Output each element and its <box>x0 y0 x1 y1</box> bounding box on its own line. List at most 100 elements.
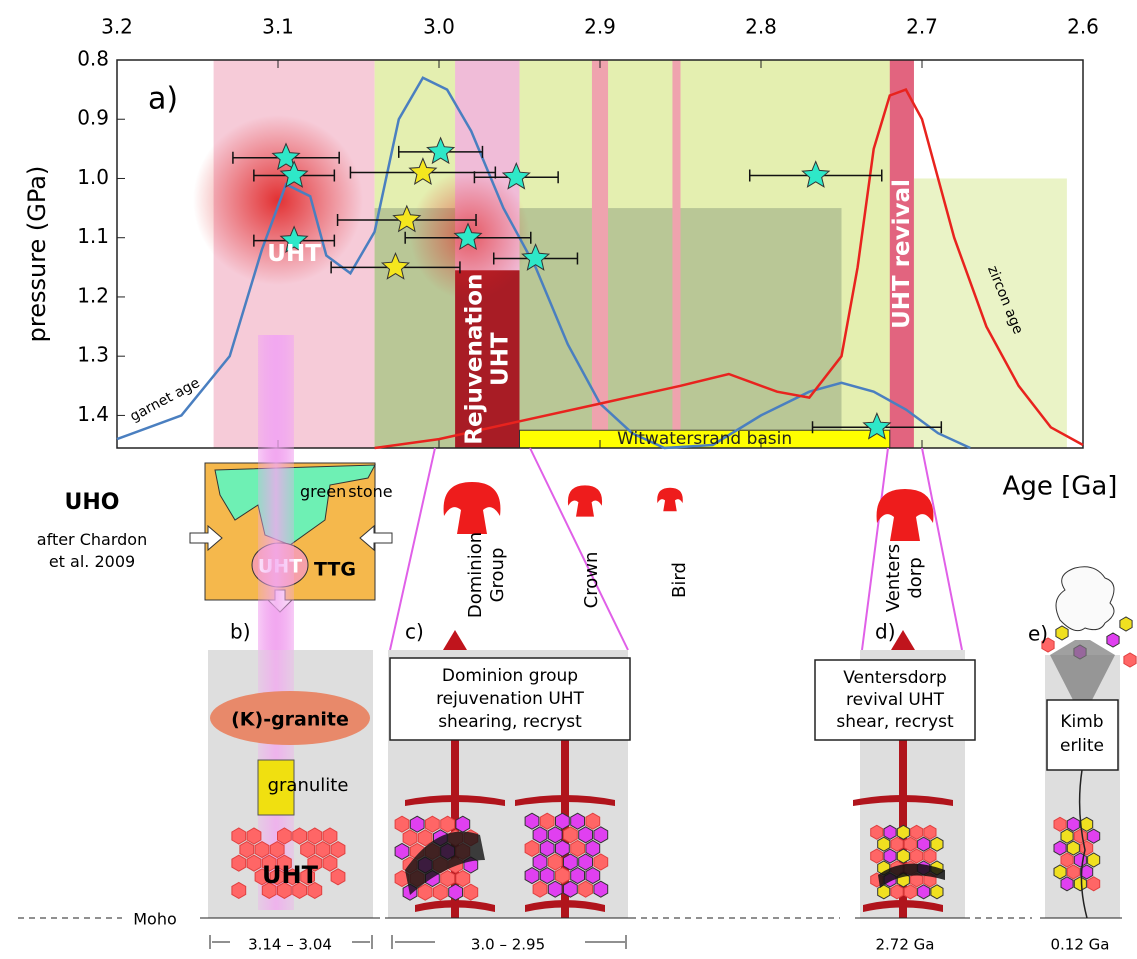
crystal <box>548 854 562 870</box>
crystal <box>1081 841 1093 855</box>
uht-label: UHT <box>262 861 319 889</box>
crystal <box>586 813 600 829</box>
band <box>672 60 680 448</box>
crystal <box>525 868 539 884</box>
crystal <box>931 837 943 851</box>
crystal <box>594 854 608 870</box>
x-tick-label: 2.7 <box>906 15 938 39</box>
plume-label: Dominion <box>465 532 486 618</box>
crystal <box>232 855 246 871</box>
uho-source: after Chardonet al. 2009 <box>37 530 147 571</box>
crystal <box>918 837 930 851</box>
crystal <box>403 830 417 846</box>
granulite-label: granulite <box>268 775 349 796</box>
crystal <box>441 816 455 832</box>
crystal <box>579 881 593 897</box>
crystal <box>1054 865 1066 879</box>
crystal <box>571 868 585 884</box>
crystal <box>586 868 600 884</box>
crystal <box>525 813 539 829</box>
crystal <box>301 842 315 858</box>
crystal <box>548 881 562 897</box>
band-label: UHT revival <box>888 179 914 329</box>
crystal <box>1054 817 1066 831</box>
crystal <box>232 882 246 898</box>
crystal <box>395 843 409 859</box>
y-tick-label: 1.4 <box>77 402 109 426</box>
crystal <box>556 840 570 856</box>
crystal <box>911 825 923 839</box>
crystal <box>1074 829 1086 843</box>
crystal <box>449 884 463 900</box>
plume-label: dorp <box>905 557 926 598</box>
box-text: rejuvenation UHT <box>436 689 584 709</box>
crystal <box>1061 853 1073 867</box>
crystal <box>891 885 903 899</box>
band-label: UHT <box>487 332 513 386</box>
y-axis-label: pressure (GPa) <box>23 166 51 343</box>
panel-label: c) <box>405 620 424 644</box>
band-label: UHT <box>267 241 321 267</box>
granite-label: (K)-granite <box>231 709 349 731</box>
panel-label: b) <box>230 620 251 644</box>
crystal <box>884 849 896 863</box>
crystal <box>331 842 345 858</box>
kimberlite-plume <box>1056 567 1114 631</box>
box-text: Dominion group <box>442 666 578 686</box>
crystal <box>410 816 424 832</box>
crystal <box>426 816 440 832</box>
crystal <box>247 828 261 844</box>
crystal <box>564 881 578 897</box>
crystal <box>395 816 409 832</box>
crystal <box>897 849 909 863</box>
crystal <box>1054 841 1066 855</box>
x-tick-label: 2.8 <box>745 15 777 39</box>
band-label: UHT <box>267 241 321 267</box>
crystal <box>540 840 554 856</box>
y-tick-label: 1.1 <box>77 224 109 248</box>
crystal <box>878 837 890 851</box>
crystal <box>1107 633 1119 647</box>
crystal <box>571 813 585 829</box>
band <box>914 178 1067 448</box>
age-label: 0.12 Ga <box>1051 936 1110 954</box>
crystal <box>931 885 943 899</box>
crystal <box>247 855 261 871</box>
crystal <box>240 842 254 858</box>
box-text: Ventersdorp <box>843 668 947 688</box>
crystal <box>323 855 337 871</box>
crystal <box>1067 865 1079 879</box>
y-tick-label: 0.9 <box>77 106 109 130</box>
crystal <box>1120 617 1132 631</box>
crystal <box>434 884 448 900</box>
plume-label: Bird <box>669 562 690 598</box>
uho-label: green <box>300 482 346 501</box>
crystal <box>308 828 322 844</box>
panel-label: a) <box>148 82 178 117</box>
box-text: Kimb <box>1060 712 1103 732</box>
uho-label: stone <box>348 482 392 501</box>
crystal <box>884 825 896 839</box>
plume-label: Crown <box>581 552 602 609</box>
crystal <box>540 813 554 829</box>
y-tick-label: 0.8 <box>77 47 109 71</box>
crystal <box>586 840 600 856</box>
band <box>592 60 608 448</box>
crystal <box>897 825 909 839</box>
uho-label: TTG <box>314 559 356 581</box>
crystal <box>594 881 608 897</box>
plume-label: DominionGroup <box>465 532 508 618</box>
x-tick-label: 2.9 <box>584 15 616 39</box>
panel-label: d) <box>875 620 896 644</box>
crystal <box>1067 841 1079 855</box>
crystal <box>316 842 330 858</box>
crystal <box>1088 877 1100 891</box>
age-range: 3.0 – 2.95 <box>471 936 545 954</box>
panel-label: e) <box>1028 622 1048 646</box>
crystal <box>924 849 936 863</box>
crystal <box>579 854 593 870</box>
curve-label: garnet age <box>127 375 202 425</box>
crystal <box>579 827 593 843</box>
y-tick-label: 1.3 <box>77 343 109 367</box>
uho-title: UHO <box>65 490 120 515</box>
